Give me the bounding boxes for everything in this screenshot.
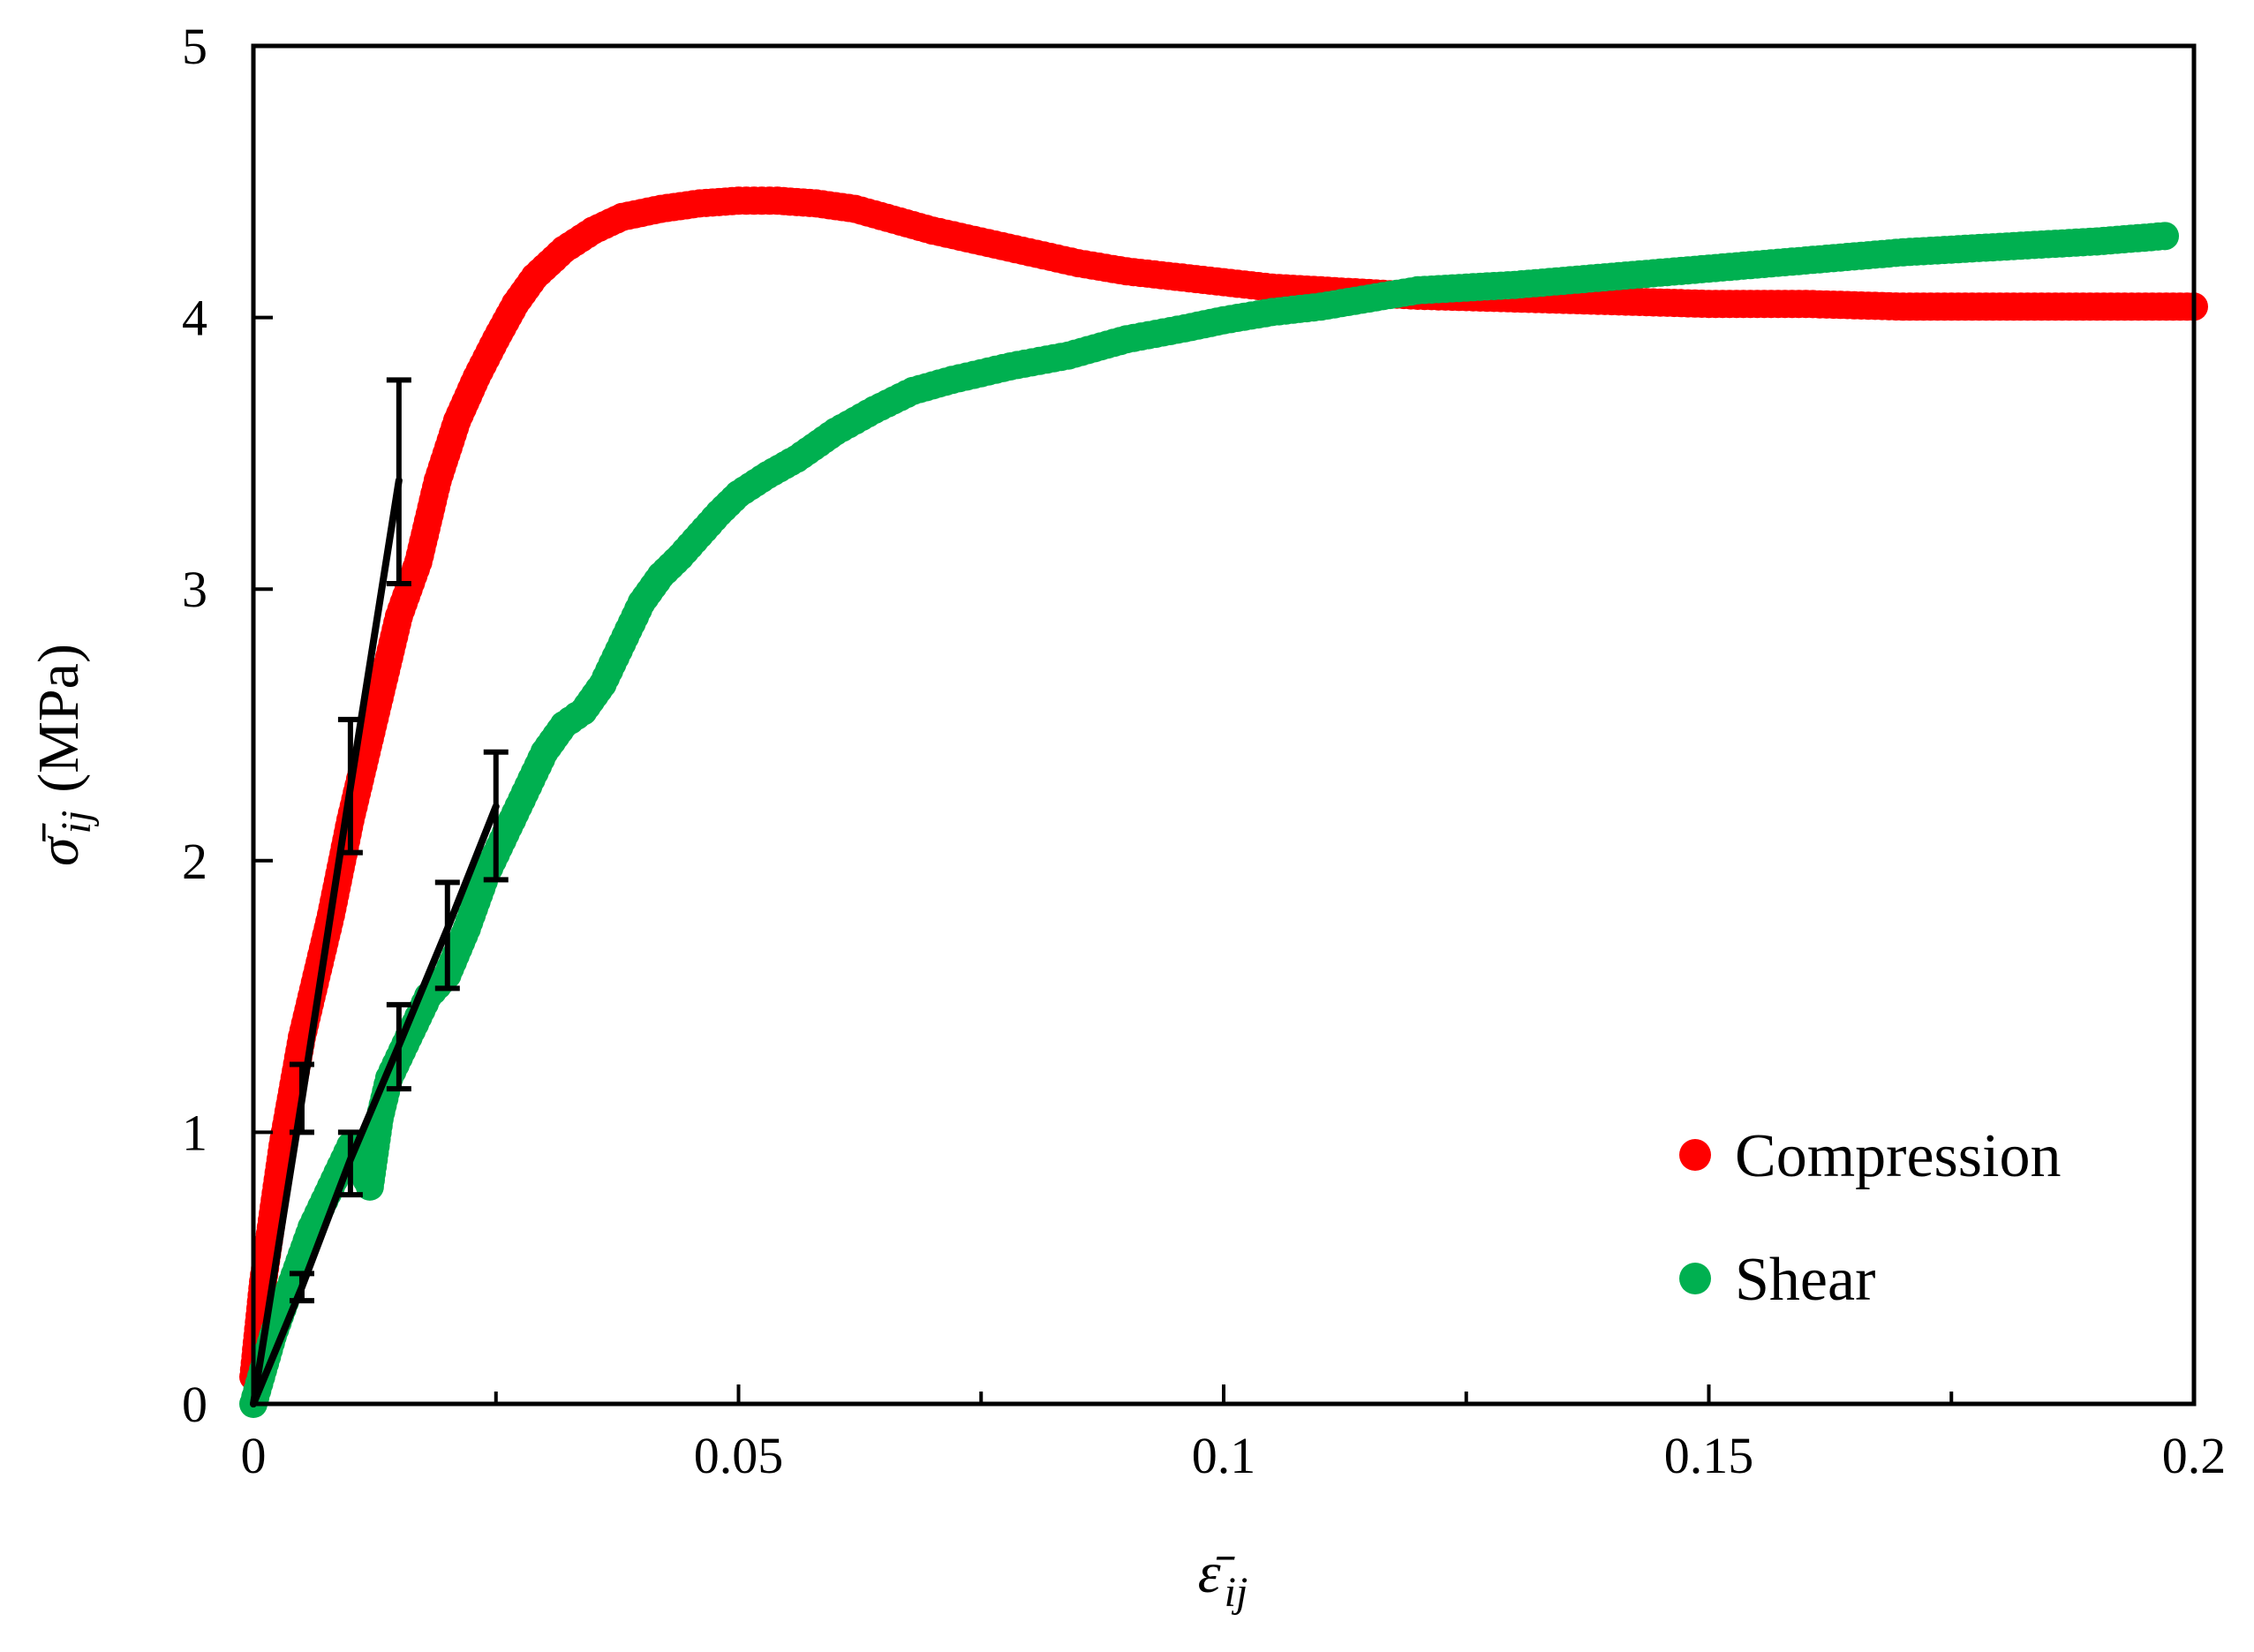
legend-label-compression: Compression xyxy=(1735,1122,2061,1190)
y-tick-label: 2 xyxy=(182,833,207,890)
series-shear-points xyxy=(239,222,2180,1418)
error-bar xyxy=(337,1129,363,1198)
y-tick-label: 4 xyxy=(182,290,207,347)
y-tick-label: 5 xyxy=(182,18,207,75)
x-axis-label-subscript: ij xyxy=(1225,1569,1248,1616)
fit-line-compression xyxy=(250,477,403,1407)
y-axis-label-subscript: ij xyxy=(53,811,100,834)
axes-layer: 0 0.05 0.1 0.15 0.2 0 1 2 3 4 5 xyxy=(182,18,2226,1484)
y-tick-label: 1 xyxy=(182,1104,207,1161)
x-tick-label: 0.2 xyxy=(2162,1427,2227,1484)
y-tick-label: 0 xyxy=(182,1376,207,1433)
x-tick-label: 0 xyxy=(241,1427,267,1484)
error-bar xyxy=(386,377,411,587)
error-bar xyxy=(337,716,363,856)
curve-points-layer xyxy=(239,186,2208,1418)
error-bar xyxy=(289,1061,314,1135)
error-bar xyxy=(483,749,509,883)
legend-marker-compression xyxy=(1679,1139,1711,1171)
fit-lines-layer xyxy=(250,377,509,1407)
legend-marker-shear xyxy=(1679,1263,1711,1294)
y-axis-label: σ̄ij(MPa) xyxy=(26,644,100,866)
x-tick-label: 0.1 xyxy=(1192,1427,1256,1484)
y-tick-label: 3 xyxy=(182,561,207,618)
error-bar xyxy=(289,1271,314,1304)
y-axis-label-unit: (MPa) xyxy=(26,644,91,793)
x-tick-label: 0.15 xyxy=(1664,1427,1754,1484)
x-axis-label: ε̄ij xyxy=(1198,1541,1248,1616)
data-point xyxy=(2151,222,2180,251)
error-bar xyxy=(434,879,460,992)
legend: Compression Shear xyxy=(1679,1122,2061,1314)
fit-line-shear xyxy=(250,803,500,1407)
x-tick-label: 0.05 xyxy=(694,1427,784,1484)
legend-label-shear: Shear xyxy=(1735,1246,1875,1314)
error-bar xyxy=(386,1001,411,1092)
